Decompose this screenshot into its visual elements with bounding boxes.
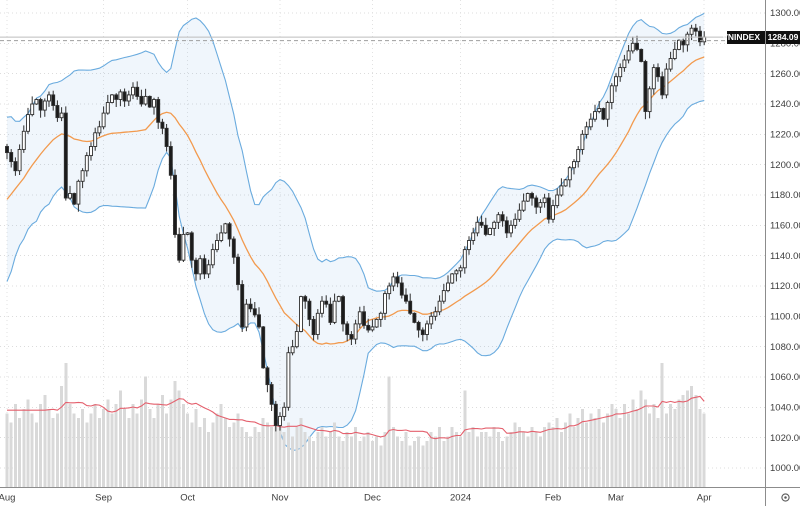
price-tick-label: 1160.00 xyxy=(770,221,800,232)
month-tick-label: Dec xyxy=(364,493,381,504)
price-tick-label: 1000.00 xyxy=(770,463,800,474)
price-tick-label: 1020.00 xyxy=(770,433,800,444)
settings-gear-icon[interactable] xyxy=(776,490,794,504)
candles-layer xyxy=(5,23,707,432)
price-tick-label: 1140.00 xyxy=(770,251,800,262)
price-tick-label: 1200.00 xyxy=(770,160,800,171)
month-tick-label: Mar xyxy=(608,493,624,504)
price-tick-label: 1300.00 xyxy=(770,8,800,19)
price-line-layer xyxy=(0,36,765,42)
month-tick-label: 2024 xyxy=(450,493,471,504)
month-tick-label: Sep xyxy=(95,493,112,504)
volume-layer xyxy=(5,362,706,487)
gear-icon-glyph xyxy=(780,492,790,502)
price-tick-label: 1080.00 xyxy=(770,342,800,353)
last-price-value: 1284.09 xyxy=(766,31,800,44)
price-tick-label: 1260.00 xyxy=(770,69,800,80)
price-tick-label: 1220.00 xyxy=(770,130,800,141)
price-tick-label: 1280.00 xyxy=(770,39,800,50)
month-tick-label: Apr xyxy=(697,493,712,504)
month-tick-label: Nov xyxy=(272,493,289,504)
bollinger-band-layer xyxy=(6,12,705,451)
price-tick-label: 1040.00 xyxy=(770,403,800,414)
symbol-label: VNINDEX xyxy=(722,31,765,44)
month-tick-label: Oct xyxy=(180,493,195,504)
price-tick-label: 1120.00 xyxy=(770,281,800,292)
time-axis[interactable]: Aug Sep Oct Nov Dec 2024 Feb Mar Apr xyxy=(0,493,712,504)
price-tick-label: 1240.00 xyxy=(770,99,800,110)
last-price-badge: VNINDEX 1284.09 xyxy=(722,31,800,44)
price-axis[interactable]: 1000.00 1020.00 1040.00 1060.00 1080.00 1100.… xyxy=(770,8,800,474)
volume-ma-line xyxy=(7,395,705,440)
month-tick-label: Feb xyxy=(545,493,561,504)
price-tick-label: 1180.00 xyxy=(770,190,800,201)
price-tick-label: 1100.00 xyxy=(770,312,800,323)
month-tick-label: Aug xyxy=(0,493,15,504)
price-tick-label: 1060.00 xyxy=(770,372,800,383)
